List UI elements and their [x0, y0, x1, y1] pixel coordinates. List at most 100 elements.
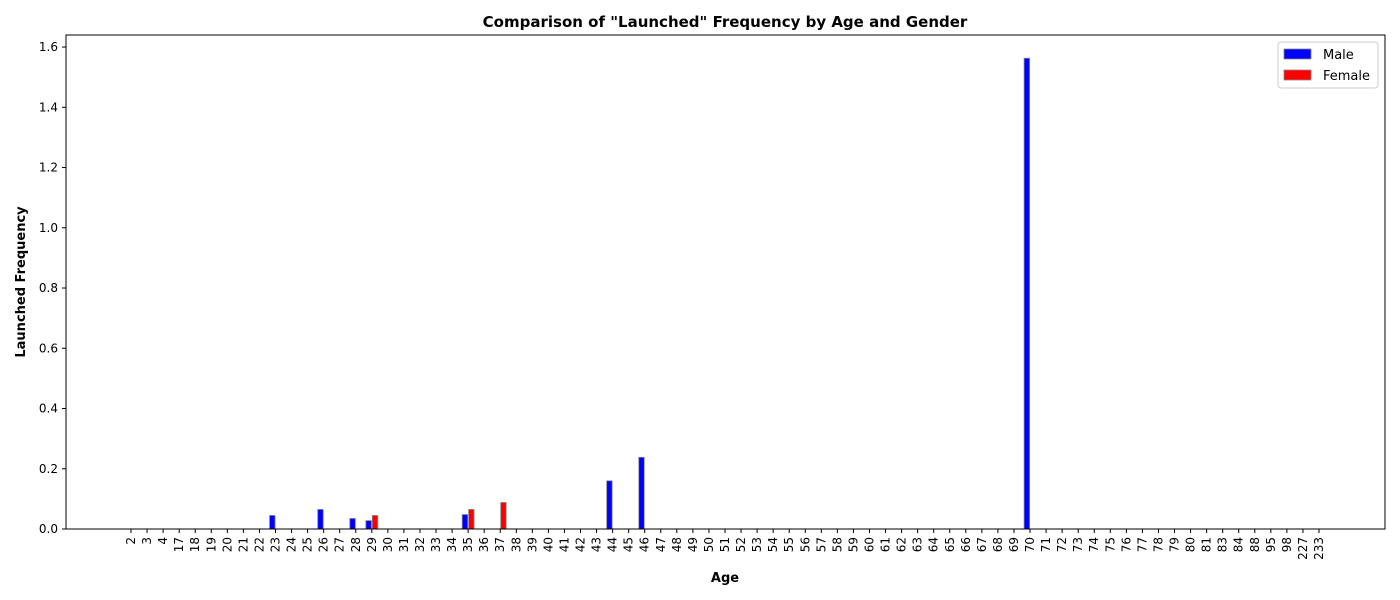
- x-tick-label: 42: [574, 537, 588, 552]
- x-tick-label: 72: [1055, 537, 1069, 552]
- x-tick-label: 38: [509, 537, 523, 552]
- x-tick-label: 41: [557, 537, 571, 552]
- x-tick-label: 23: [268, 537, 282, 552]
- x-tick-label: 33: [429, 537, 443, 552]
- x-tick-label: 36: [477, 537, 491, 552]
- x-tick-label: 69: [1007, 537, 1021, 552]
- x-tick-label: 4: [156, 537, 170, 545]
- x-tick-label: 71: [1039, 537, 1053, 552]
- x-tick-label: 64: [927, 537, 941, 552]
- legend-swatch-female: [1283, 69, 1312, 81]
- x-tick-label: 74: [1087, 537, 1101, 552]
- y-tick-label: 0.8: [39, 281, 58, 295]
- x-axis: 2 3 4 17 18 19 20 21 22 23 24 25 26 27 28 29 30 31 32 33 34 3…: [124, 529, 1326, 560]
- bar-female-37: [500, 502, 507, 530]
- x-tick-label: 52: [734, 537, 748, 552]
- x-tick-label: 61: [879, 537, 893, 552]
- bar-male-29: [365, 520, 372, 530]
- x-tick-label: 24: [285, 537, 299, 552]
- x-tick-label: 70: [1023, 537, 1037, 552]
- x-tick-label: 44: [606, 537, 620, 552]
- x-tick-label: 60: [862, 537, 876, 552]
- x-tick-label: 35: [461, 537, 475, 552]
- x-tick-label: 27: [333, 537, 347, 552]
- x-tick-label: 19: [204, 537, 218, 552]
- legend-label-male: Male: [1323, 48, 1354, 63]
- x-tick-label: 73: [1071, 537, 1085, 552]
- x-tick-label: 49: [686, 537, 700, 552]
- x-tick-label: 30: [381, 537, 395, 552]
- x-tick-label: 40: [541, 537, 555, 552]
- x-tick-label: 46: [638, 537, 652, 552]
- y-axis-label: Launched Frequency: [14, 206, 29, 358]
- x-tick-label: 53: [750, 537, 764, 552]
- x-tick-label: 26: [317, 537, 331, 552]
- x-tick-label: 22: [252, 537, 266, 552]
- bar-female-29: [371, 515, 379, 530]
- x-tick-label: 67: [975, 537, 989, 552]
- x-tick-label: 17: [172, 537, 186, 552]
- x-tick-label: 25: [301, 537, 315, 552]
- x-tick-label: 47: [654, 537, 668, 552]
- x-tick-label: 34: [445, 537, 459, 552]
- x-tick-label: 43: [590, 537, 604, 552]
- x-tick-label: 20: [220, 537, 234, 552]
- x-tick-label: 65: [943, 537, 957, 552]
- x-tick-label: 62: [895, 537, 909, 552]
- x-tick-label: 80: [1184, 537, 1198, 552]
- x-tick-label: 55: [782, 537, 796, 552]
- x-tick-label: 56: [798, 537, 812, 552]
- y-tick-label: 1.4: [39, 100, 58, 114]
- x-tick-label: 59: [846, 537, 860, 552]
- x-tick-label: 45: [622, 537, 636, 552]
- bar-male-28: [349, 518, 356, 530]
- bar-male-70: [1023, 57, 1030, 530]
- x-tick-label: 83: [1216, 537, 1230, 552]
- x-tick-label: 3: [140, 537, 154, 545]
- x-tick-label: 63: [911, 537, 925, 552]
- x-tick-label: 2: [124, 537, 138, 545]
- x-tick-label: 76: [1119, 537, 1133, 552]
- x-tick-label: 37: [493, 537, 507, 552]
- bar-male-35: [461, 514, 469, 530]
- x-tick-label: 81: [1200, 537, 1214, 552]
- chart-title: Comparison of "Launched" Frequency by Ag…: [483, 13, 968, 31]
- bars: [269, 57, 1030, 530]
- y-tick-label: 1.6: [39, 40, 58, 54]
- bar-male-26: [317, 509, 324, 530]
- y-tick-label: 1.0: [39, 221, 58, 235]
- x-tick-label: 51: [718, 537, 732, 552]
- x-tick-label: 95: [1264, 537, 1278, 552]
- x-tick-label: 29: [365, 537, 379, 552]
- x-tick-label: 98: [1280, 537, 1294, 552]
- x-tick-label: 79: [1168, 537, 1182, 552]
- bar-male-44: [606, 480, 613, 530]
- legend: Male Female: [1277, 41, 1379, 89]
- x-tick-label: 58: [830, 537, 844, 552]
- bar-male-23: [269, 515, 276, 530]
- x-tick-label: 227: [1296, 537, 1310, 560]
- legend-label-female: Female: [1323, 69, 1370, 84]
- x-tick-label: 50: [702, 537, 716, 552]
- bar-male-46: [638, 456, 645, 530]
- y-axis: 0.0 0.2 0.4 0.6 0.8 1.0 1.2 1.4 1.6: [39, 40, 66, 536]
- y-tick-label: 0.0: [39, 522, 58, 536]
- x-tick-label: 18: [188, 537, 202, 552]
- x-tick-label: 48: [670, 537, 684, 552]
- y-tick-label: 0.6: [39, 341, 58, 355]
- x-tick-label: 66: [959, 537, 973, 552]
- y-tick-label: 1.2: [39, 161, 58, 175]
- x-tick-label: 31: [397, 537, 411, 552]
- x-tick-label: 84: [1232, 537, 1246, 552]
- x-axis-label: Age: [711, 571, 739, 586]
- x-tick-label: 233: [1312, 537, 1326, 560]
- x-tick-label: 68: [991, 537, 1005, 552]
- x-tick-label: 57: [814, 537, 828, 552]
- y-tick-label: 0.2: [39, 462, 58, 476]
- x-tick-label: 75: [1103, 537, 1117, 552]
- x-tick-label: 32: [413, 537, 427, 552]
- x-tick-label: 88: [1248, 537, 1262, 552]
- x-tick-label: 54: [766, 537, 780, 552]
- plot-frame: [65, 34, 1386, 530]
